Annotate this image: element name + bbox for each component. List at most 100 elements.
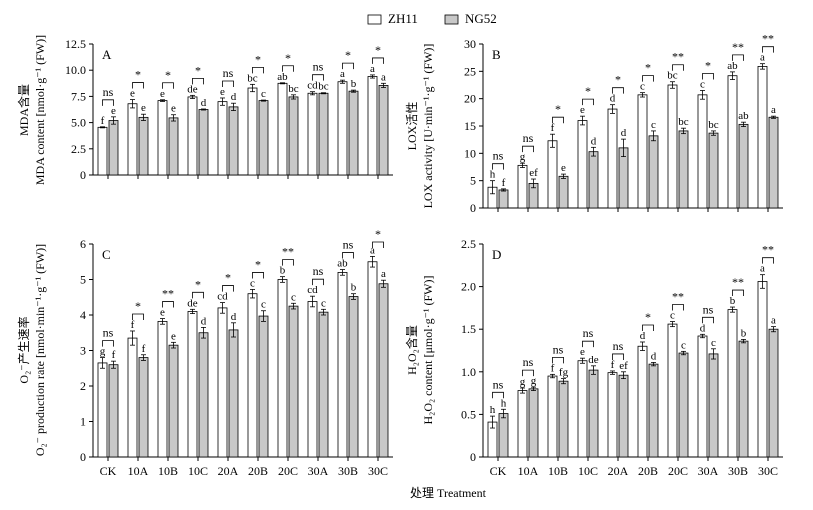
significance-letter: f bbox=[551, 122, 555, 134]
comparison-significance: ns bbox=[103, 326, 114, 340]
bar-ng52 bbox=[258, 315, 269, 458]
significance-letter: ab bbox=[727, 60, 738, 72]
comparison-significance: * bbox=[255, 52, 261, 66]
significance-letter: g bbox=[520, 151, 526, 163]
comparison-significance: ** bbox=[732, 275, 744, 289]
significance-letter: c bbox=[670, 310, 675, 322]
bar-zh11 bbox=[697, 335, 708, 458]
bar-ng52 bbox=[648, 135, 659, 209]
comparison-significance: ** bbox=[732, 40, 744, 54]
significance-letter: a bbox=[370, 244, 375, 256]
bar-ng52 bbox=[708, 353, 719, 458]
bar-zh11 bbox=[637, 94, 648, 209]
comparison-bracket bbox=[222, 285, 234, 292]
bar-ng52 bbox=[558, 175, 569, 209]
significance-letter: g bbox=[520, 376, 526, 388]
x-tick-label: 10A bbox=[518, 464, 539, 478]
significance-letter: c bbox=[261, 299, 266, 311]
comparison-bracket bbox=[672, 304, 684, 311]
y-tick-label: 0.5 bbox=[461, 407, 476, 421]
x-tick-label: 10A bbox=[128, 464, 149, 478]
significance-letter: c bbox=[321, 297, 326, 309]
significance-letter: bc bbox=[678, 116, 689, 128]
comparison-significance: * bbox=[195, 63, 201, 77]
bar-ng52 bbox=[498, 413, 509, 458]
significance-letter: f bbox=[101, 115, 105, 127]
significance-letter: ef bbox=[619, 360, 628, 372]
bar-zh11 bbox=[217, 307, 228, 458]
bar-zh11 bbox=[337, 271, 348, 458]
bar-ng52 bbox=[588, 369, 599, 458]
comparison-significance: * bbox=[375, 227, 381, 241]
comparison-bracket bbox=[552, 356, 564, 364]
bar-ng52 bbox=[588, 151, 599, 209]
comparison-bracket bbox=[102, 340, 114, 347]
significance-letter: c bbox=[250, 277, 255, 289]
bar-ng52 bbox=[348, 296, 359, 458]
panel-label: A bbox=[102, 47, 112, 62]
comparison-bracket bbox=[732, 54, 744, 61]
bar-ng52 bbox=[768, 328, 779, 458]
bar-zh11 bbox=[247, 87, 258, 176]
comparison-significance: ns bbox=[703, 302, 714, 316]
x-tick-label: 20A bbox=[218, 464, 239, 478]
comparison-bracket bbox=[762, 257, 774, 264]
significance-letter: b bbox=[730, 295, 736, 307]
significance-letter: ab bbox=[738, 110, 749, 122]
x-tick-label: 20B bbox=[638, 464, 658, 478]
comparison-bracket bbox=[372, 57, 384, 64]
bar-ng52 bbox=[348, 90, 359, 176]
significance-letter: b bbox=[351, 78, 357, 90]
y-axis-title-en: O₂⁻ production rate [nmol·min⁻¹·g⁻¹ (FW)… bbox=[33, 244, 47, 456]
bar-zh11 bbox=[757, 281, 768, 458]
bar-zh11 bbox=[757, 66, 768, 209]
significance-letter: d bbox=[700, 322, 706, 334]
significance-letter: cd bbox=[307, 80, 318, 92]
x-tick-label: 10B bbox=[158, 464, 178, 478]
bar-ng52 bbox=[198, 332, 209, 458]
comparison-significance: * bbox=[705, 58, 711, 72]
bar-ng52 bbox=[138, 357, 149, 458]
comparison-significance: ns bbox=[493, 149, 504, 163]
significance-letter: a bbox=[760, 52, 765, 64]
comparison-bracket bbox=[642, 324, 654, 331]
comparison-significance: * bbox=[165, 68, 171, 82]
y-axis-title-cn: MDA含量 bbox=[16, 84, 31, 136]
bar-ng52 bbox=[558, 380, 569, 458]
comparison-bracket bbox=[612, 353, 624, 360]
bar-zh11 bbox=[157, 100, 168, 176]
significance-letter: f bbox=[611, 359, 615, 371]
bar-ng52 bbox=[738, 340, 749, 458]
comparison-significance: ** bbox=[672, 50, 684, 64]
comparison-bracket bbox=[582, 98, 594, 106]
comparison-bracket bbox=[522, 369, 534, 377]
bar-ng52 bbox=[678, 130, 689, 209]
bar-zh11 bbox=[727, 75, 738, 209]
comparison-bracket bbox=[312, 278, 324, 286]
comparison-significance: * bbox=[345, 48, 351, 62]
y-tick-label: 30 bbox=[464, 37, 476, 51]
comparison-significance: ns bbox=[313, 264, 324, 278]
bar-zh11 bbox=[697, 94, 708, 209]
comparison-significance: ** bbox=[162, 287, 174, 301]
significance-letter: de bbox=[588, 354, 599, 366]
legend-swatch-zh11 bbox=[367, 14, 382, 25]
bar-zh11 bbox=[97, 126, 108, 176]
bar-zh11 bbox=[247, 293, 258, 458]
legend-swatch-ng52 bbox=[444, 14, 459, 25]
x-tick-label: 10C bbox=[578, 464, 598, 478]
bar-ng52 bbox=[768, 116, 779, 209]
chart-panel-b: 0 5 10 15 20 25 30 B LOX活性 LOX activity [U·min⁻¹·… bbox=[405, 32, 783, 215]
significance-letter: h bbox=[490, 404, 496, 416]
bar-zh11 bbox=[667, 323, 678, 458]
y-tick-label: 1.0 bbox=[461, 365, 476, 379]
bar-ng52 bbox=[708, 132, 719, 209]
bar-zh11 bbox=[517, 390, 528, 458]
comparison-significance: * bbox=[255, 257, 261, 271]
bar-zh11 bbox=[337, 81, 348, 176]
x-tick-label: 30B bbox=[728, 464, 748, 478]
significance-letter: e bbox=[111, 105, 116, 117]
significance-letter: d bbox=[640, 330, 646, 342]
bar-zh11 bbox=[577, 360, 588, 458]
significance-letter: b bbox=[351, 282, 357, 294]
